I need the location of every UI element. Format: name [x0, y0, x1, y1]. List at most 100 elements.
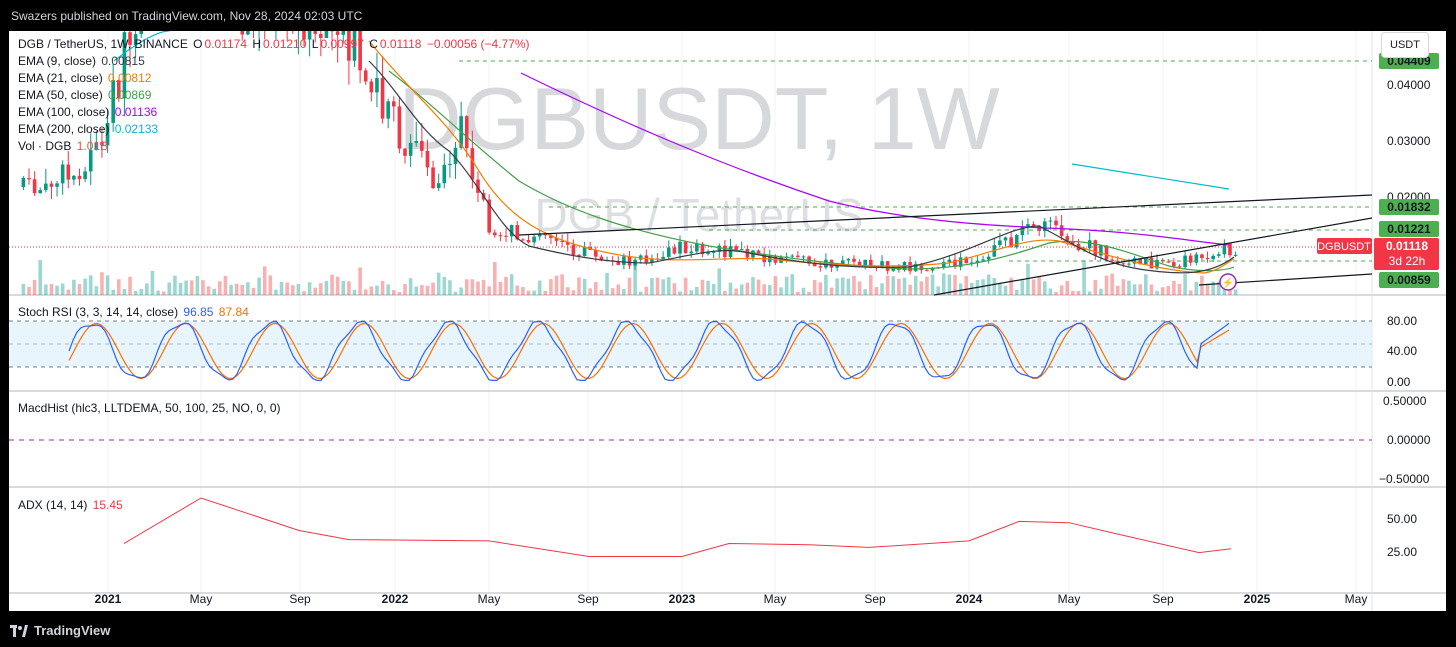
- volume-bar: [689, 290, 694, 295]
- chart-frame[interactable]: DGBUSDT, 1W DGB / TetherUS ⚡: [9, 31, 1446, 611]
- volume-bar: [745, 282, 750, 295]
- volume-bar: [616, 284, 621, 295]
- volume-bar: [436, 272, 441, 295]
- volume-bar: [77, 284, 82, 295]
- macd-legend[interactable]: MacdHist (hlc3, LLTDEMA, 50, 100, 25, NO…: [18, 401, 281, 415]
- alert-bolt-icon[interactable]: [1219, 273, 1237, 291]
- candle-body: [420, 140, 424, 151]
- low-value: 0.00997: [320, 37, 364, 51]
- watermark-sub: DGB / TetherUS: [535, 189, 864, 241]
- stoch-legend[interactable]: Stoch RSI (3, 3, 14, 14, close) 96.85 87…: [18, 305, 249, 319]
- volume-bar: [846, 278, 851, 295]
- candle-body: [891, 268, 896, 271]
- candle-body: [1042, 221, 1047, 232]
- volume-bar: [251, 287, 256, 295]
- volume-bar: [408, 278, 413, 295]
- time-tick: 2025: [1244, 592, 1271, 606]
- candle-body: [1065, 236, 1070, 242]
- volume-bar: [167, 282, 172, 295]
- volume-bar: [1104, 275, 1109, 295]
- candle-body: [436, 183, 441, 189]
- candle-body: [111, 80, 115, 123]
- candle-body: [515, 225, 520, 240]
- volume-bar: [840, 277, 845, 295]
- volume-bars: [21, 260, 1238, 295]
- svg-text:0.00859: 0.00859: [1387, 273, 1431, 287]
- volume-bar: [515, 285, 520, 295]
- volume-bar: [633, 265, 637, 295]
- candle-body: [100, 142, 104, 146]
- ema200-left-segment: [113, 31, 170, 62]
- volume-bar: [425, 285, 430, 295]
- ema100-legend[interactable]: EMA (100, close) 0.01136: [18, 105, 158, 119]
- symbol-legend[interactable]: DGB / TetherUS, 1W, BINANCE O 0.01174 H 0.…: [18, 37, 530, 51]
- volume-bar: [627, 277, 632, 295]
- candle-body: [358, 31, 362, 71]
- candle-body: [403, 148, 407, 156]
- volume-bar: [622, 288, 626, 295]
- svg-text:0.01221: 0.01221: [1387, 222, 1431, 236]
- candle-body: [717, 245, 722, 252]
- volume-bar: [1155, 290, 1159, 295]
- candle-body: [1149, 257, 1154, 269]
- high-value: 0.01210: [263, 37, 307, 51]
- volume-bar: [375, 285, 379, 295]
- volume-bar: [1149, 284, 1154, 295]
- trendline-upper[interactable]: [518, 194, 1373, 236]
- ema50-legend[interactable]: EMA (50, close) 0.00869: [18, 88, 152, 102]
- volume-bar: [363, 289, 368, 295]
- volume-bar: [27, 286, 31, 295]
- ema21-legend[interactable]: EMA (21, close) 0.00812: [18, 71, 152, 85]
- volume-bar: [358, 267, 362, 295]
- volume-bar: [1014, 289, 1019, 295]
- volume-bar: [728, 282, 733, 295]
- adx-legend[interactable]: ADX (14, 14) 15.45: [18, 498, 123, 512]
- volume-bar: [319, 283, 323, 295]
- volume-legend[interactable]: Vol · DGB 1.01B: [18, 139, 109, 153]
- candle-body: [666, 247, 671, 257]
- volume-bar: [161, 291, 166, 295]
- candle-body: [711, 251, 716, 253]
- open-value: 0.01174: [204, 37, 248, 51]
- volume-bar: [150, 270, 155, 295]
- chart-canvas[interactable]: DGBUSDT, 1W DGB / TetherUS ⚡: [9, 31, 1446, 611]
- time-tick: 2023: [669, 592, 696, 606]
- ema200-legend[interactable]: EMA (200, close) 0.02133: [18, 122, 159, 136]
- candle-body: [66, 164, 71, 180]
- volume-bar: [549, 279, 553, 295]
- volume-bar: [588, 288, 593, 295]
- volume-bar: [964, 276, 969, 295]
- volume-bar: [32, 279, 37, 295]
- svg-text:0.01832: 0.01832: [1387, 200, 1431, 214]
- volume-bar: [268, 275, 273, 295]
- time-tick: May: [764, 592, 787, 606]
- candle-body: [1211, 255, 1215, 260]
- volume-bar: [420, 285, 424, 295]
- volume-bar: [526, 290, 531, 295]
- volume-bar: [397, 291, 402, 295]
- candle-body: [1048, 220, 1053, 222]
- candle-body: [981, 259, 985, 261]
- ema9-legend[interactable]: EMA (9, close) 0.00815: [18, 54, 145, 68]
- volume-bar: [796, 291, 800, 295]
- volume-bar: [173, 275, 177, 295]
- trendline-middle[interactable]: [933, 217, 1373, 296]
- candle-body: [1121, 263, 1126, 265]
- tradingview-logo[interactable]: TradingView: [10, 623, 110, 638]
- volume-bar: [1087, 291, 1092, 295]
- volume-bar: [700, 279, 705, 295]
- candle-body: [986, 256, 991, 260]
- volume-bar: [706, 280, 710, 295]
- volume-bar: [751, 277, 755, 295]
- candle-body: [442, 164, 447, 184]
- volume-bar: [678, 291, 682, 295]
- candle-body: [128, 32, 132, 45]
- ema9-line: [368, 60, 1235, 274]
- tradingview-logo-icon: [10, 624, 28, 637]
- currency-button[interactable]: USDT: [1381, 32, 1429, 58]
- candle-body: [470, 148, 475, 180]
- candle-body: [341, 31, 346, 35]
- volume-bar: [582, 278, 587, 295]
- volume-bar: [638, 291, 643, 295]
- candle-body: [1031, 224, 1036, 226]
